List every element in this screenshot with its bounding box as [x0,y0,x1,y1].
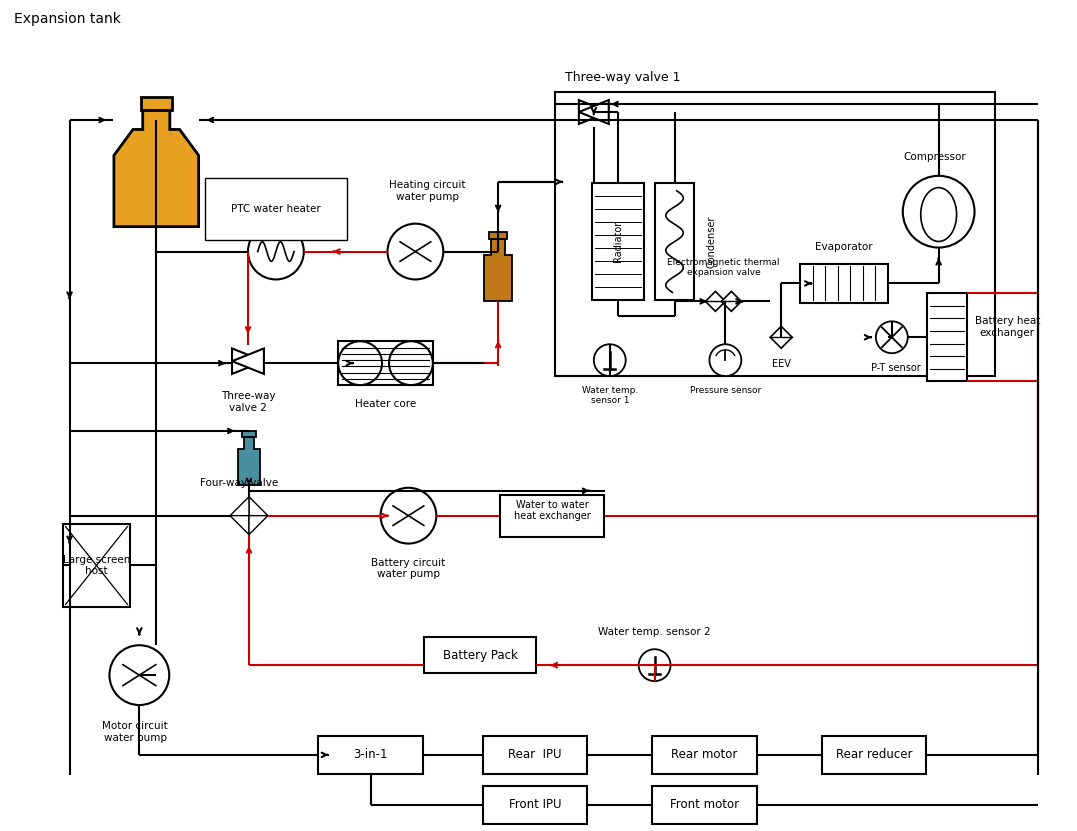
Text: Evaporator: Evaporator [815,242,872,252]
Text: Expansion tank: Expansion tank [14,12,121,27]
Circle shape [593,344,626,376]
Bar [926,293,966,381]
Circle shape [110,645,169,705]
Bar [652,786,757,824]
Polygon shape [114,110,198,227]
Bar [338,342,433,385]
Circle shape [876,322,908,353]
Circle shape [338,342,382,385]
Bar [652,736,757,774]
Polygon shape [238,437,260,484]
Circle shape [903,176,975,248]
Text: Rear  IPU: Rear IPU [508,749,562,761]
Circle shape [389,342,433,385]
Text: Water temp.
sensor 1: Water temp. sensor 1 [582,386,638,406]
Text: Three-way
valve 2: Three-way valve 2 [221,391,276,413]
Bar [62,524,130,607]
Bar [141,97,172,110]
Bar [489,232,507,239]
Text: Rear reducer: Rear reducer [836,749,912,761]
Text: Pressure sensor: Pressure sensor [689,386,761,395]
Text: Compressor: Compressor [904,152,966,162]
Polygon shape [230,497,249,516]
Polygon shape [770,327,793,348]
Circle shape [248,224,304,279]
Bar [555,92,995,376]
Polygon shape [230,516,249,534]
Bar [800,263,887,303]
Text: Battery circuit
water pump: Battery circuit water pump [372,558,446,579]
Polygon shape [249,516,268,534]
Text: Battery heat
exchanger: Battery heat exchanger [975,317,1040,338]
Bar [500,494,604,537]
Circle shape [380,488,436,543]
Polygon shape [232,348,264,374]
Text: Battery Pack: Battery Pack [443,649,518,661]
Bar [241,431,256,437]
Text: Electromagnetic thermal
expansion valve: Electromagnetic thermal expansion valve [667,258,780,278]
Bar [482,786,587,824]
Polygon shape [578,100,609,124]
Polygon shape [232,348,264,374]
Text: Large screen
host: Large screen host [62,555,130,576]
Polygon shape [722,292,741,312]
Text: Water temp. sensor 2: Water temp. sensor 2 [599,627,711,637]
Text: Radiator: Radiator [613,221,623,263]
Circle shape [388,224,444,279]
Text: Front IPU: Front IPU [508,799,561,811]
Text: Three-way valve 1: Three-way valve 1 [565,71,681,84]
Text: Front motor: Front motor [670,799,739,811]
Text: 3-in-1: 3-in-1 [353,749,388,761]
Polygon shape [705,292,726,312]
Ellipse shape [921,188,956,242]
Text: Heater core: Heater core [355,399,416,409]
Bar [592,183,644,300]
Text: P-T sensor: P-T sensor [871,363,921,373]
Bar [655,183,695,300]
Polygon shape [578,100,609,124]
Circle shape [639,649,671,681]
Text: Rear motor: Rear motor [671,749,738,761]
Bar [318,736,423,774]
Bar [424,637,536,673]
Polygon shape [485,239,512,302]
Circle shape [710,344,741,376]
Text: Water to water
heat exchanger: Water to water heat exchanger [514,500,590,522]
Text: PTC water heater: PTC water heater [230,204,321,214]
Text: Heating circuit
water pump: Heating circuit water pump [389,180,465,202]
Text: Four-way valve: Four-way valve [200,478,278,488]
Bar [822,736,926,774]
Text: Motor circuit
water pump: Motor circuit water pump [102,721,168,743]
Polygon shape [249,497,268,516]
Text: EEV: EEV [772,359,791,369]
Bar [482,736,587,774]
Text: Condenser: Condenser [707,215,716,268]
